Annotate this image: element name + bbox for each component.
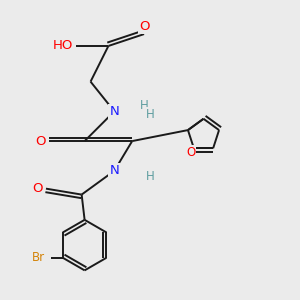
Text: N: N bbox=[110, 164, 119, 177]
Text: H: H bbox=[146, 108, 154, 121]
Text: O: O bbox=[32, 182, 43, 195]
Text: N: N bbox=[110, 105, 119, 118]
Text: O: O bbox=[186, 146, 196, 159]
Text: O: O bbox=[35, 135, 46, 148]
Text: H: H bbox=[146, 170, 154, 183]
Text: O: O bbox=[139, 20, 149, 33]
Text: HO: HO bbox=[52, 40, 73, 52]
Text: Br: Br bbox=[32, 251, 45, 264]
Text: H: H bbox=[140, 99, 148, 112]
